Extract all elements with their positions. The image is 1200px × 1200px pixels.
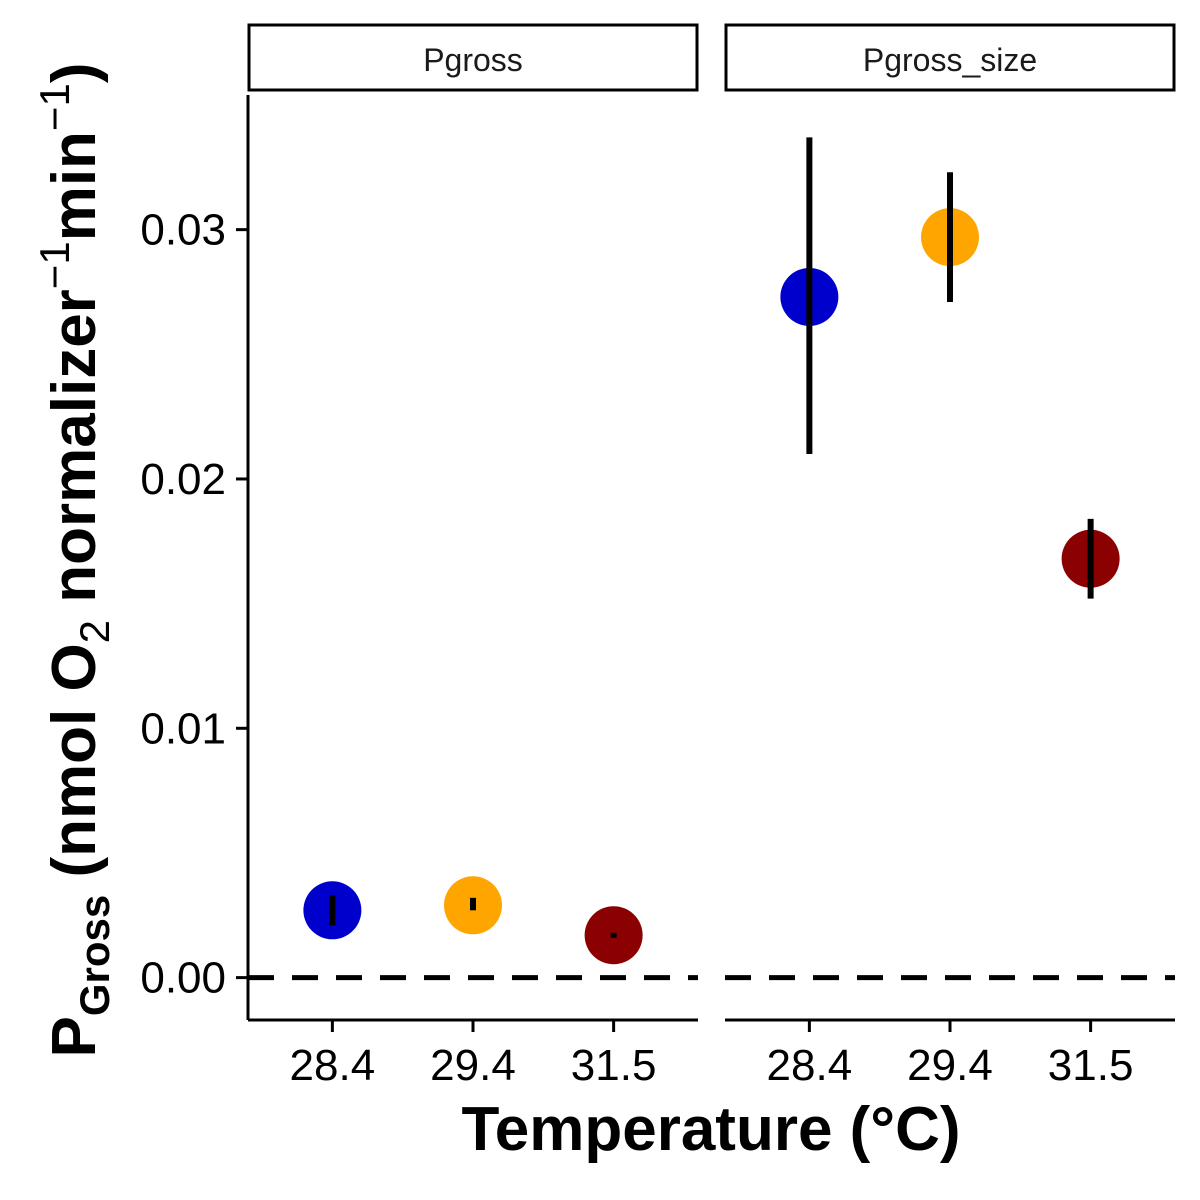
y-title-o2-subscript: 2 (71, 620, 118, 643)
y-title-min: min (40, 131, 109, 241)
y-axis-title: PGross (nmol O2 normalizer−1min−1) (31, 63, 118, 1058)
y-tick-label: 0.01 (140, 704, 226, 753)
y-title-p-subscript: Gross (71, 895, 118, 1016)
y-title-units-open: (nmol O (40, 643, 109, 894)
x-tick-label: 31.5 (571, 1041, 657, 1090)
y-tick-label: 0.00 (140, 954, 226, 1003)
y-tick-label: 0.03 (140, 206, 226, 255)
panels-layer: Pgross 28.4 29.4 31.5 Pgross_size 28.4 29.4 31.… (247, 23, 1176, 1090)
y-title-p: P (40, 1016, 109, 1057)
panel-pgross-size: Pgross_size 28.4 29.4 31.5 (724, 23, 1176, 1090)
y-title-normalizer: normalizer (40, 289, 109, 620)
y-tick-label: 0.02 (140, 455, 226, 504)
facet-strip-label: Pgross_size (863, 42, 1037, 78)
x-axis-title: Temperature (°C) (461, 1095, 960, 1164)
x-tick-label: 29.4 (907, 1041, 993, 1090)
y-axis: 0.00 0.01 0.02 0.03 (140, 95, 250, 1020)
facet-strip-box (247, 23, 699, 92)
y-title-exponent-1: −1 (31, 241, 78, 289)
facet-strip-label: Pgross (423, 42, 523, 78)
svg-text:PGross (nmol O2 normalizer−1mi: PGross (nmol O2 normalizer−1min−1) (31, 63, 118, 1058)
x-tick-label: 28.4 (290, 1041, 376, 1090)
panel-pgross: Pgross 28.4 29.4 31.5 (247, 23, 699, 1090)
y-title-close: ) (40, 63, 109, 84)
facet-strip-box (724, 23, 1176, 92)
y-title-exponent-2: −1 (31, 83, 78, 131)
x-tick-label: 28.4 (767, 1041, 853, 1090)
x-tick-label: 29.4 (430, 1041, 516, 1090)
x-tick-label: 31.5 (1048, 1041, 1134, 1090)
